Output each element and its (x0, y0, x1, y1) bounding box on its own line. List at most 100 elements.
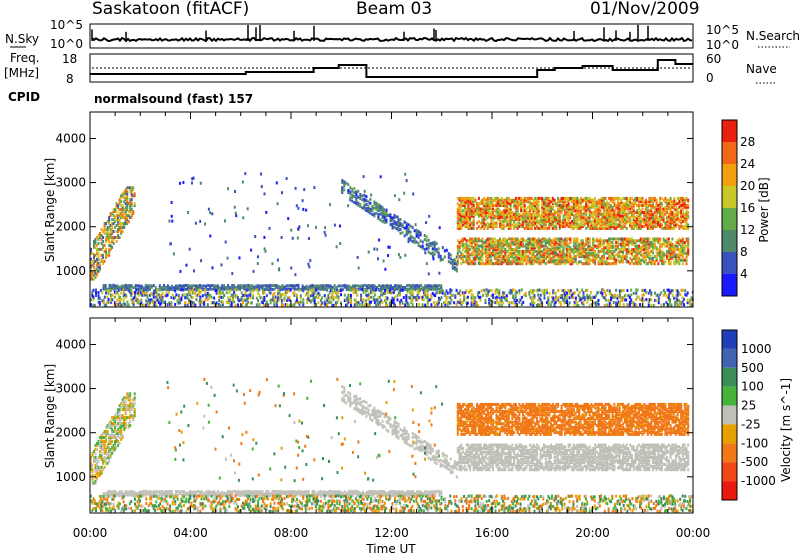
power-cell (685, 218, 688, 222)
power-cell (90, 265, 92, 269)
power-cell (518, 249, 521, 253)
power-cell (240, 303, 243, 307)
power-cell (664, 198, 667, 202)
power-cell (622, 209, 625, 213)
power-cell (381, 205, 384, 209)
power-cell (470, 298, 473, 302)
power-cell (499, 246, 501, 250)
power-cell (106, 287, 109, 291)
power-cell (113, 295, 116, 299)
power-cell (630, 293, 633, 297)
power-cell (530, 196, 533, 200)
power-cell (528, 200, 531, 204)
power-cell (652, 221, 654, 225)
power-cell (463, 221, 466, 225)
power-cell (529, 302, 532, 306)
power-cell (534, 221, 537, 225)
power-cell (470, 223, 473, 227)
power-cell (578, 218, 581, 222)
power-cell (126, 202, 129, 206)
power-cell (116, 284, 119, 288)
power-cell (479, 239, 482, 243)
power-cell (634, 256, 637, 260)
power-cell (469, 289, 472, 293)
power-cell (645, 200, 647, 204)
power-cell (497, 216, 500, 220)
power-cell (530, 253, 533, 257)
power-cell (223, 294, 226, 297)
power-cell (486, 202, 489, 206)
power-cell (506, 214, 509, 218)
power-cell (525, 223, 528, 227)
power-cell (537, 209, 540, 213)
power-cell (652, 262, 654, 266)
power-cell (394, 286, 396, 290)
power-cell (353, 195, 356, 198)
power-cell (523, 196, 526, 200)
nave-label: Nave (746, 62, 777, 76)
power-cell (123, 192, 126, 196)
power-cell (105, 291, 108, 295)
power-cell (518, 202, 521, 206)
power-cell (416, 286, 419, 290)
power-cell (532, 244, 535, 248)
power-cell (508, 301, 511, 304)
power-cell (228, 301, 231, 305)
power-cell (111, 230, 114, 233)
power-cell (479, 207, 482, 211)
power-cell (118, 295, 121, 299)
power-cell (604, 204, 607, 207)
power-cell (361, 288, 364, 292)
power-cell (615, 248, 618, 252)
power-cell (527, 225, 530, 229)
power-cell (481, 207, 484, 211)
power-cell (506, 216, 509, 220)
power-cell (493, 216, 496, 220)
power-cell (120, 303, 123, 307)
power-cell (639, 246, 642, 250)
power-cell (534, 223, 537, 227)
power-cell (345, 298, 347, 301)
power-cell (669, 223, 672, 227)
power-cell (642, 293, 645, 297)
power-cell (644, 288, 646, 292)
power-cell (498, 289, 501, 293)
power-cell (596, 301, 599, 304)
power-cell (548, 205, 551, 209)
power-cell (594, 244, 596, 248)
power-cell (675, 300, 678, 304)
power-cell (371, 205, 374, 209)
power-cell (286, 299, 288, 303)
power-cell (532, 239, 535, 243)
power-cell (579, 251, 582, 255)
power-cell (555, 211, 558, 214)
power-cell (551, 218, 554, 222)
power-cell (343, 182, 346, 186)
power-cell (191, 296, 194, 300)
power-cell (551, 253, 554, 257)
power-cell (118, 285, 121, 289)
power-cell (104, 287, 107, 291)
power-cell (488, 207, 491, 211)
power-cell (121, 226, 124, 229)
power-cell (421, 240, 424, 244)
power-cell (681, 219, 684, 223)
power-cell (340, 289, 342, 293)
power-cell (111, 239, 114, 243)
power-cell (611, 241, 614, 244)
power-cell (122, 301, 125, 305)
power-cell (92, 288, 95, 292)
power-cell (401, 301, 404, 305)
power-cell (503, 291, 506, 295)
power-cell (507, 256, 510, 260)
power-cell (269, 301, 272, 305)
power-cell (425, 295, 428, 299)
power-cell (315, 284, 318, 288)
power-cell (174, 303, 177, 306)
power-cell (117, 224, 120, 227)
power-cell (564, 212, 567, 216)
power-cell (281, 285, 284, 289)
power-cell (123, 288, 126, 292)
power-cell (351, 187, 354, 191)
power-cell (613, 256, 616, 260)
